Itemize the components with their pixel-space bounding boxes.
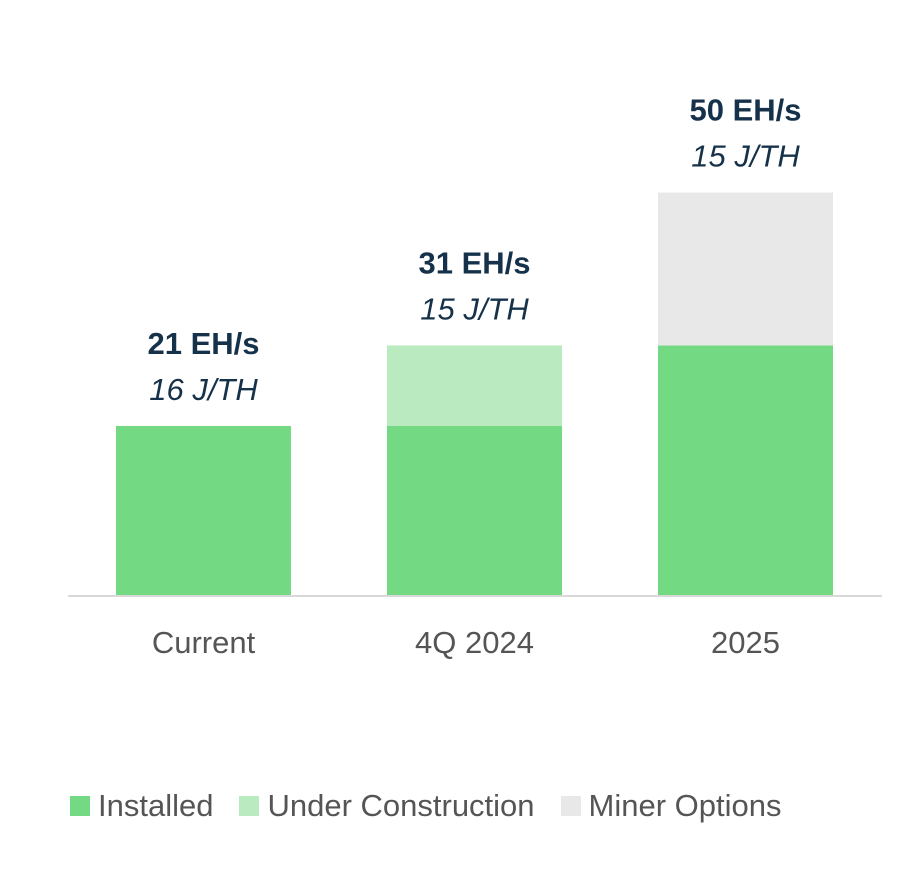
total-label-4q-2024: 31 EH/s [418, 245, 530, 280]
legend-label-under-construction: Under Construction [267, 788, 535, 823]
x-axis-ticks: Current 4Q 2024 2025 [152, 625, 780, 660]
x-tick-label-current: Current [152, 625, 256, 660]
efficiency-label-current: 16 J/TH [149, 372, 258, 407]
bar-4q-2024-under-construction [387, 345, 562, 426]
total-label-2025: 50 EH/s [689, 93, 801, 128]
legend-label-miner-options: Miner Options [588, 788, 782, 823]
legend-item-miner-options: Miner Options [560, 788, 782, 824]
total-label-current: 21 EH/s [147, 326, 259, 361]
bar-4q-2024-installed [387, 425, 562, 595]
legend-swatch-miner-options [560, 796, 581, 816]
bar-current-installed [116, 425, 291, 595]
legend: Installed Under Construction Miner Optio… [70, 788, 808, 824]
legend-swatch-under-construction [239, 796, 260, 816]
bars-layer [116, 192, 833, 595]
legend-swatch-installed [70, 796, 90, 816]
bar-2025-installed [658, 345, 833, 595]
efficiency-label-4q-2024: 15 J/TH [420, 291, 529, 326]
x-tick-label-2025: 2025 [711, 625, 780, 660]
legend-item-under-construction: Under Construction [239, 788, 535, 824]
data-labels-layer: 21 EH/s 16 J/TH 31 EH/s 15 J/TH 50 EH/s 15 J/… [147, 93, 801, 407]
efficiency-label-2025: 15 J/TH [691, 139, 800, 174]
legend-label-installed: Installed [98, 788, 214, 823]
x-tick-label-4q-2024: 4Q 2024 [415, 625, 534, 660]
legend-item-installed: Installed [70, 788, 213, 824]
bar-2025-miner-options [658, 192, 833, 346]
